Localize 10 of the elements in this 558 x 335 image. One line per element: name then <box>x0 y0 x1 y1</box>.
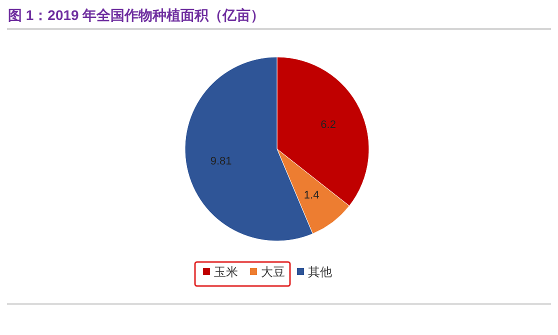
data-label: 1.4 <box>304 189 320 202</box>
legend-label: 大豆 <box>261 265 285 279</box>
pie: 6.2 1.4 9.81 <box>184 56 370 242</box>
data-label: 6.2 <box>320 119 336 132</box>
pie-slice <box>276 56 370 206</box>
chart-title: 图 1：2019 年全国作物种植面积（亿亩） <box>8 7 265 23</box>
legend-label: 其他 <box>308 265 332 279</box>
data-label: 9.81 <box>210 155 232 168</box>
pie-slice <box>276 148 350 234</box>
legend-label: 玉米 <box>214 265 238 279</box>
